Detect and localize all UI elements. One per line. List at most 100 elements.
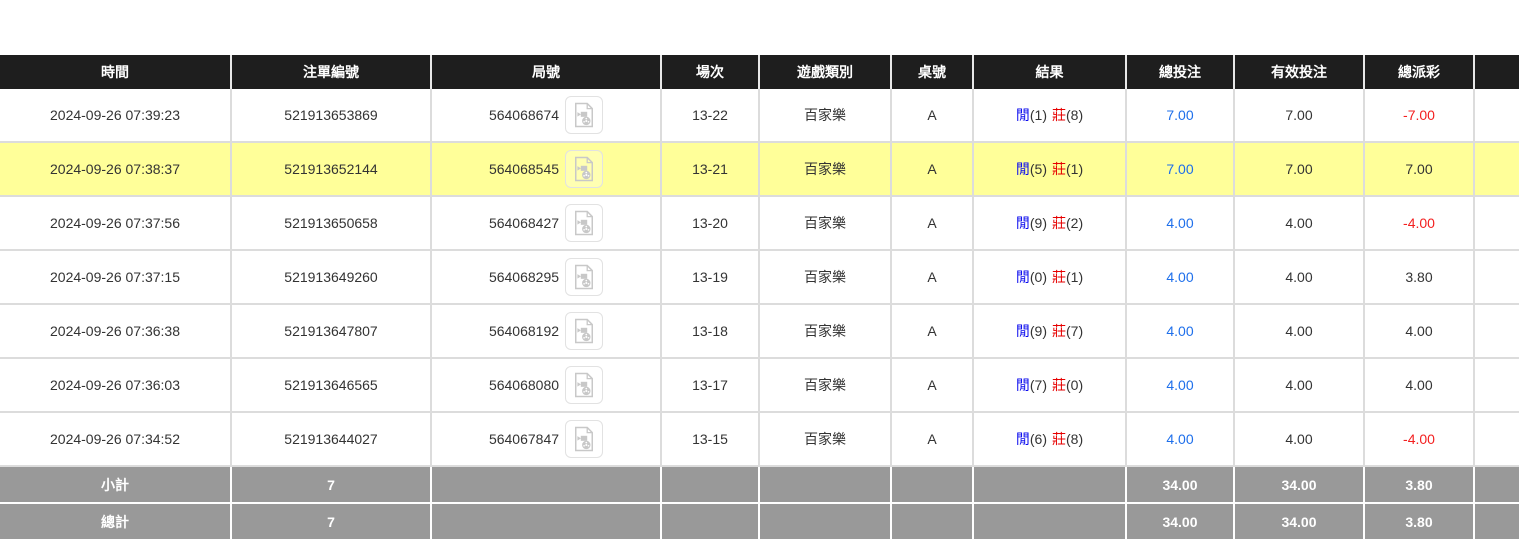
cell-cutoff bbox=[1475, 251, 1519, 305]
video-replay-button[interactable] bbox=[565, 366, 604, 404]
cell-cutoff bbox=[1475, 197, 1519, 251]
cell-bet-id: 521913646565 bbox=[232, 359, 432, 413]
total-bet-link[interactable]: 7.00 bbox=[1166, 107, 1194, 123]
grand-total-empty-session bbox=[662, 504, 760, 541]
col-header-session: 場次 bbox=[662, 55, 760, 89]
cell-cutoff bbox=[1475, 359, 1519, 413]
cell-payout: -7.00 bbox=[1365, 89, 1475, 143]
cell-game-type: 百家樂 bbox=[760, 143, 892, 197]
subtotal-empty-round bbox=[432, 467, 662, 504]
video-replay-button[interactable] bbox=[565, 312, 604, 350]
result-player-label: 閒 bbox=[1015, 431, 1030, 447]
cell-payout: -4.00 bbox=[1365, 413, 1475, 467]
cell-total-bet: 7.00 bbox=[1127, 143, 1235, 197]
cell-session: 13-22 bbox=[662, 89, 760, 143]
video-replay-button[interactable] bbox=[565, 420, 604, 458]
result-player-score: (0) bbox=[1029, 269, 1047, 285]
cell-bet-id: 521913650658 bbox=[232, 197, 432, 251]
grand-total-empty-game-type bbox=[760, 504, 892, 541]
cell-time: 2024-09-26 07:37:56 bbox=[0, 197, 232, 251]
result-player-label: 閒 bbox=[1015, 107, 1030, 123]
cell-round-id: 564068080 bbox=[432, 359, 662, 413]
cell-result: 閒(0) 莊(1) bbox=[974, 251, 1127, 305]
result-banker-label: 莊 bbox=[1052, 269, 1066, 285]
col-header-total-bet: 總投注 bbox=[1127, 55, 1235, 89]
cell-valid-bet: 4.00 bbox=[1235, 305, 1365, 359]
grand-total-empty-result bbox=[974, 504, 1127, 541]
video-file-icon bbox=[575, 372, 594, 398]
result-banker-score: (1) bbox=[1066, 161, 1084, 177]
subtotal-payout: 3.80 bbox=[1365, 467, 1475, 504]
total-bet-link[interactable]: 4.00 bbox=[1166, 431, 1194, 447]
cell-round-id: 564068674 bbox=[432, 89, 662, 143]
subtotal-empty-table-no bbox=[892, 467, 974, 504]
subtotal-empty-result bbox=[974, 467, 1127, 504]
table-row: 2024-09-26 07:37:56 521913650658 5640684… bbox=[0, 197, 1519, 251]
cell-table-number: A bbox=[892, 305, 974, 359]
cell-time: 2024-09-26 07:36:38 bbox=[0, 305, 232, 359]
total-bet-link[interactable]: 7.00 bbox=[1166, 161, 1194, 177]
cell-round-id: 564068295 bbox=[432, 251, 662, 305]
video-file-icon bbox=[575, 318, 594, 344]
cell-bet-id: 521913644027 bbox=[232, 413, 432, 467]
cell-table-number: A bbox=[892, 413, 974, 467]
col-header-valid-bet: 有效投注 bbox=[1235, 55, 1365, 89]
grand-total-count: 7 bbox=[232, 504, 432, 541]
total-bet-link[interactable]: 4.00 bbox=[1166, 323, 1194, 339]
cell-bet-id: 521913652144 bbox=[232, 143, 432, 197]
cell-table-number: A bbox=[892, 251, 974, 305]
table-row: 2024-09-26 07:39:23 521913653869 5640686… bbox=[0, 89, 1519, 143]
grand-total-payout: 3.80 bbox=[1365, 504, 1475, 541]
round-id-text: 564068674 bbox=[488, 107, 560, 123]
cell-payout: 3.80 bbox=[1365, 251, 1475, 305]
video-replay-button[interactable] bbox=[565, 258, 604, 296]
result-player-label: 閒 bbox=[1015, 215, 1030, 231]
cell-total-bet: 4.00 bbox=[1127, 305, 1235, 359]
result-banker-score: (1) bbox=[1066, 269, 1084, 285]
total-bet-link[interactable]: 4.00 bbox=[1166, 269, 1194, 285]
cell-round-id: 564068192 bbox=[432, 305, 662, 359]
cell-bet-id: 521913653869 bbox=[232, 89, 432, 143]
cell-payout: 7.00 bbox=[1365, 143, 1475, 197]
cell-total-bet: 7.00 bbox=[1127, 89, 1235, 143]
col-header-table-no: 桌號 bbox=[892, 55, 974, 89]
col-header-cutoff bbox=[1475, 55, 1519, 89]
cell-session: 13-21 bbox=[662, 143, 760, 197]
cell-total-bet: 4.00 bbox=[1127, 413, 1235, 467]
result-player-score: (6) bbox=[1029, 431, 1047, 447]
round-id-text: 564067847 bbox=[488, 431, 560, 447]
cell-valid-bet: 4.00 bbox=[1235, 251, 1365, 305]
cell-time: 2024-09-26 07:34:52 bbox=[0, 413, 232, 467]
cell-valid-bet: 4.00 bbox=[1235, 413, 1365, 467]
cell-round-id: 564068545 bbox=[432, 143, 662, 197]
video-file-icon bbox=[575, 264, 594, 290]
table-row: 2024-09-26 07:36:03 521913646565 5640680… bbox=[0, 359, 1519, 413]
video-replay-button[interactable] bbox=[565, 96, 604, 134]
table-row: 2024-09-26 07:37:15 521913649260 5640682… bbox=[0, 251, 1519, 305]
col-header-bet-id: 注單編號 bbox=[232, 55, 432, 89]
video-replay-button[interactable] bbox=[565, 150, 604, 188]
cell-table-number: A bbox=[892, 143, 974, 197]
grand-total-row: 總計 7 34.00 34.00 3.80 bbox=[0, 504, 1519, 541]
cell-round-id: 564068427 bbox=[432, 197, 662, 251]
grand-total-cutoff bbox=[1475, 504, 1519, 541]
result-player-label: 閒 bbox=[1015, 161, 1030, 177]
cell-table-number: A bbox=[892, 197, 974, 251]
cell-payout: 4.00 bbox=[1365, 305, 1475, 359]
table-body: 2024-09-26 07:39:23 521913653869 5640686… bbox=[0, 89, 1519, 467]
total-bet-link[interactable]: 4.00 bbox=[1166, 377, 1194, 393]
cell-cutoff bbox=[1475, 305, 1519, 359]
cell-bet-id: 521913649260 bbox=[232, 251, 432, 305]
total-bet-link[interactable]: 4.00 bbox=[1166, 215, 1194, 231]
subtotal-empty-session bbox=[662, 467, 760, 504]
cell-game-type: 百家樂 bbox=[760, 305, 892, 359]
cell-cutoff bbox=[1475, 89, 1519, 143]
subtotal-empty-game-type bbox=[760, 467, 892, 504]
cell-result: 閒(9) 莊(7) bbox=[974, 305, 1127, 359]
cell-game-type: 百家樂 bbox=[760, 89, 892, 143]
cell-time: 2024-09-26 07:39:23 bbox=[0, 89, 232, 143]
result-banker-label: 莊 bbox=[1052, 323, 1066, 339]
video-replay-button[interactable] bbox=[565, 204, 604, 242]
grand-total-label: 總計 bbox=[0, 504, 232, 541]
round-id-text: 564068427 bbox=[488, 215, 560, 231]
